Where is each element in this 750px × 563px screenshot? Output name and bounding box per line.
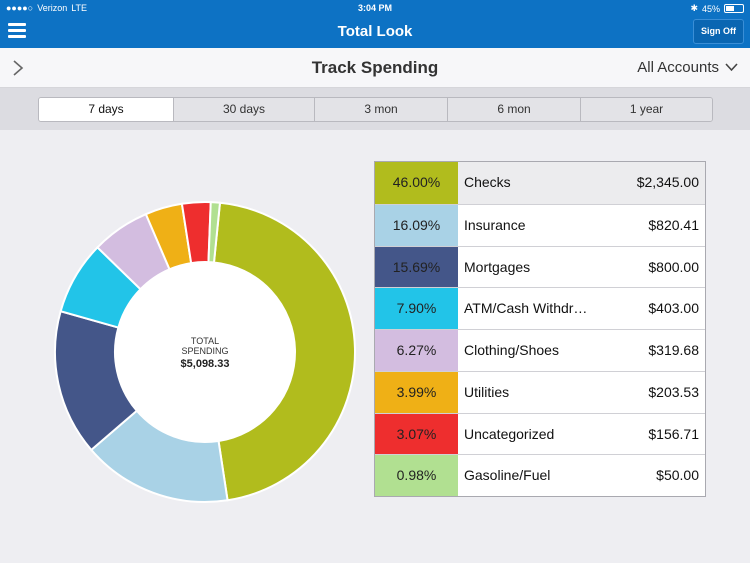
app-title: Total Look [337, 23, 413, 40]
sign-off-button[interactable]: Sign Off [693, 19, 744, 44]
bluetooth-icon: ✱ [690, 3, 698, 13]
battery-icon [724, 4, 744, 13]
category-row[interactable]: 46.00% Checks $2,345.00 [375, 162, 705, 204]
period-tab[interactable]: 6 mon [447, 98, 580, 121]
category-percent: 7.90% [375, 288, 458, 329]
period-tab[interactable]: 30 days [173, 98, 314, 121]
battery-percent: 45% [701, 3, 720, 14]
category-name: Checks [464, 174, 511, 190]
page-title: Track Spending [311, 58, 439, 77]
category-name: Clothing/Shoes [464, 342, 559, 358]
donut-hole [115, 262, 295, 442]
account-selector-label: All Accounts [637, 59, 719, 76]
category-percent: 15.69% [375, 246, 458, 288]
category-amount: $156.71 [648, 425, 699, 442]
app-header: Total Look Sign Off [0, 16, 750, 48]
period-tab[interactable]: 1 year [580, 98, 712, 121]
category-name: Uncategorized [464, 425, 555, 442]
category-row[interactable]: 7.90% ATM/Cash Withdr… $403.00 [375, 287, 705, 329]
category-amount: $2,345.00 [636, 174, 699, 190]
category-amount: $50.00 [656, 467, 699, 484]
period-segmented-control: 7 days 30 days 3 mon 6 mon 1 year [38, 97, 713, 122]
carrier-label: Verizon [37, 3, 68, 13]
menu-icon[interactable] [8, 23, 26, 39]
status-bar: ●●●●○ Verizon LTE 3:04 PM ✱ 45% [0, 0, 750, 16]
chevron-down-icon [725, 63, 738, 72]
category-percent: 3.99% [375, 371, 458, 413]
category-row[interactable]: 6.27% Clothing/Shoes $319.68 [375, 329, 705, 371]
category-name: Gasoline/Fuel [464, 467, 551, 484]
category-row[interactable]: 15.69% Mortgages $800.00 [375, 245, 705, 288]
category-percent: 46.00% [375, 162, 458, 204]
category-amount: $203.53 [648, 383, 699, 400]
category-row[interactable]: 16.09% Insurance $820.41 [375, 203, 705, 246]
category-amount: $800.00 [648, 258, 699, 275]
spending-donut-chart [54, 201, 356, 503]
network-label: LTE [71, 3, 88, 13]
category-name: ATM/Cash Withdr… [464, 300, 588, 317]
period-bar: 7 days 30 days 3 mon 6 mon 1 year [0, 88, 750, 130]
category-percent: 3.07% [375, 413, 458, 455]
category-percent: 16.09% [375, 204, 458, 246]
category-amount: $319.68 [648, 342, 699, 358]
category-amount: $820.41 [648, 216, 699, 233]
category-row[interactable]: 3.99% Utilities $203.53 [375, 370, 705, 413]
category-percent: 6.27% [375, 330, 458, 371]
category-name: Utilities [464, 383, 510, 400]
period-tab[interactable]: 7 days [39, 98, 173, 121]
category-row[interactable]: 3.07% Uncategorized $156.71 [375, 412, 705, 455]
period-tab[interactable]: 3 mon [314, 98, 447, 121]
category-name: Mortgages [464, 258, 531, 275]
status-time: 3:04 PM [357, 3, 392, 13]
account-selector[interactable]: All Accounts [637, 59, 738, 76]
category-table: 46.00% Checks $2,345.00 16.09% Insurance $820… [374, 161, 706, 497]
subheader: Track Spending All Accounts [0, 48, 750, 88]
category-percent: 0.98% [375, 455, 458, 496]
category-amount: $403.00 [648, 300, 699, 317]
chevron-right-icon[interactable] [12, 60, 24, 76]
signal-icon: ●●●●○ [6, 3, 34, 13]
category-name: Insurance [464, 216, 526, 233]
category-row[interactable]: 0.98% Gasoline/Fuel $50.00 [375, 454, 705, 496]
